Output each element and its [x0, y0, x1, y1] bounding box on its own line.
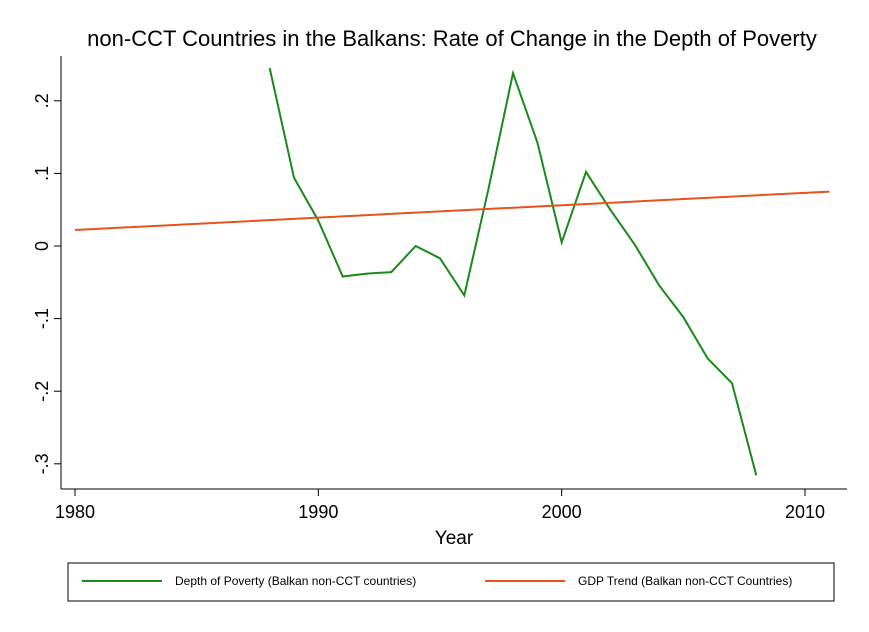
- plot-area: [61, 56, 847, 489]
- x-axis-title: Year: [435, 528, 474, 549]
- y-tick-label: 0: [32, 241, 52, 251]
- legend: Depth of Poverty (Balkan non-CCT countri…: [82, 574, 792, 588]
- x-tick-label: 1990: [298, 502, 338, 522]
- legend-box: [67, 562, 835, 602]
- x-ticks: 1980 1990 2000 2010: [55, 489, 825, 522]
- legend-label-1: GDP Trend (Balkan non-CCT Countries): [578, 574, 792, 588]
- y-tick-label: .2: [32, 93, 52, 108]
- chart-title: non-CCT Countries in the Balkans: Rate o…: [87, 26, 817, 51]
- series-line-0: [268, 67, 758, 476]
- series-line-1: [74, 190, 830, 231]
- x-tick-label: 2000: [542, 502, 582, 522]
- x-tick-label: 2010: [785, 502, 825, 522]
- x-tick-label: 1980: [55, 502, 95, 522]
- y-tick-label: -.1: [32, 308, 52, 329]
- y-tick-label: .1: [32, 166, 52, 181]
- y-tick-label: -.3: [32, 453, 52, 474]
- y-ticks: -.3 -.2 -.1 0 .1 .2: [32, 93, 61, 474]
- legend-label-0: Depth of Poverty (Balkan non-CCT countri…: [175, 574, 416, 588]
- series-group: [74, 67, 830, 476]
- y-tick-label: -.2: [32, 381, 52, 402]
